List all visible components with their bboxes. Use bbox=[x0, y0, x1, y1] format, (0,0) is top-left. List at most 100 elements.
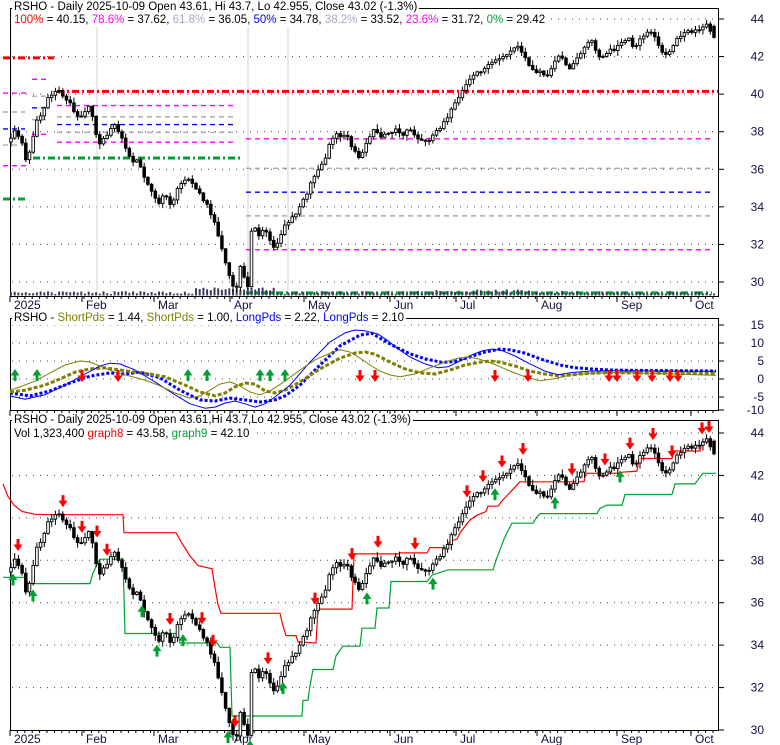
candle-body bbox=[364, 572, 368, 584]
volume-bar bbox=[520, 290, 523, 296]
candle-body bbox=[634, 462, 639, 465]
candle-body bbox=[349, 136, 354, 148]
volume-bar bbox=[139, 291, 142, 296]
candle-body bbox=[482, 488, 487, 494]
buy-arrow bbox=[280, 369, 290, 381]
candle-body bbox=[168, 633, 172, 643]
candle-body bbox=[138, 591, 143, 601]
volume-bar bbox=[428, 292, 431, 296]
volume-bar bbox=[368, 292, 371, 296]
volume-bar bbox=[650, 292, 653, 296]
volume-bar bbox=[531, 293, 534, 296]
candle-body bbox=[564, 57, 568, 66]
candle-body bbox=[653, 31, 657, 38]
candle-body bbox=[438, 556, 442, 560]
candle-body bbox=[183, 614, 187, 620]
sell-arrow bbox=[673, 370, 683, 382]
legend-segment: = 43.58, bbox=[123, 428, 172, 440]
candle-body bbox=[105, 134, 109, 139]
candle-body bbox=[127, 578, 132, 589]
volume-bar bbox=[613, 292, 616, 296]
candle-body bbox=[64, 519, 69, 526]
plot-area[interactable] bbox=[10, 318, 719, 411]
candle-body bbox=[294, 213, 298, 218]
candle-body bbox=[90, 531, 95, 544]
candle-body bbox=[260, 229, 265, 237]
sell-arrow bbox=[462, 485, 472, 498]
volume-bar bbox=[631, 293, 634, 296]
candle-body bbox=[268, 673, 272, 684]
sell-arrow bbox=[523, 370, 533, 382]
candle-body bbox=[530, 485, 535, 491]
candle-body bbox=[35, 119, 39, 137]
volume-bar bbox=[128, 292, 131, 296]
volume-bar bbox=[594, 293, 597, 296]
volume-bar bbox=[28, 293, 31, 296]
candle-body bbox=[564, 476, 568, 486]
candle-body bbox=[94, 115, 98, 136]
candle-body bbox=[364, 142, 368, 153]
sell-arrow bbox=[165, 612, 175, 625]
candle-body bbox=[416, 563, 420, 569]
legend-segment: 100% bbox=[14, 14, 44, 26]
candle-body bbox=[419, 568, 424, 571]
candle-body bbox=[323, 157, 328, 165]
candle-body bbox=[667, 469, 672, 474]
candle-body bbox=[290, 216, 294, 223]
volume-bar bbox=[687, 293, 690, 296]
volume-bar bbox=[232, 289, 234, 296]
volume-bar bbox=[54, 293, 57, 296]
candle-body bbox=[704, 23, 709, 28]
buy-arrow bbox=[428, 577, 438, 590]
candle-body bbox=[283, 665, 287, 677]
candle-body bbox=[194, 618, 198, 626]
candle-body bbox=[212, 214, 217, 223]
volume-bar bbox=[424, 291, 427, 296]
volume-bar bbox=[468, 292, 471, 296]
candle-body bbox=[246, 723, 250, 736]
volume-bar bbox=[10, 292, 12, 296]
candle-body bbox=[493, 478, 498, 483]
candle-body bbox=[630, 454, 635, 465]
sell-arrow bbox=[347, 548, 357, 561]
candle-body bbox=[608, 48, 613, 54]
buy-arrow bbox=[137, 605, 147, 618]
volume-bar bbox=[457, 290, 460, 296]
volume-bar bbox=[243, 289, 246, 296]
candle-body bbox=[434, 130, 439, 136]
candle-body bbox=[179, 183, 183, 189]
candle-body bbox=[131, 587, 135, 595]
candle-body bbox=[671, 462, 676, 471]
candle-body bbox=[305, 630, 309, 638]
candle-body bbox=[190, 613, 195, 620]
candle-body bbox=[135, 591, 139, 595]
candle-body bbox=[664, 470, 668, 474]
volume-bar bbox=[679, 292, 682, 296]
volume-bar bbox=[217, 288, 220, 296]
volume-bar bbox=[642, 292, 645, 296]
candle-body bbox=[712, 25, 716, 38]
candle-body bbox=[408, 557, 413, 560]
volume-bar bbox=[306, 292, 308, 296]
candle-body bbox=[38, 115, 43, 121]
candle-body bbox=[31, 564, 35, 584]
candle-body bbox=[486, 64, 491, 69]
buy-arrow bbox=[265, 369, 275, 381]
candle-body bbox=[297, 206, 302, 215]
volume-bar bbox=[576, 291, 579, 296]
volume-bar bbox=[331, 291, 334, 296]
candle-body bbox=[505, 472, 509, 476]
candle-body bbox=[678, 35, 683, 39]
candle-body bbox=[379, 132, 383, 138]
candle-body bbox=[508, 468, 513, 474]
candle-body bbox=[497, 58, 502, 61]
candle-body bbox=[205, 637, 209, 643]
month-label: Mar bbox=[158, 298, 179, 312]
volume-bar bbox=[98, 293, 101, 296]
volume-bar bbox=[191, 293, 194, 296]
volume-bar bbox=[265, 290, 268, 296]
volume-bar bbox=[298, 293, 301, 296]
candle-body bbox=[271, 682, 276, 692]
